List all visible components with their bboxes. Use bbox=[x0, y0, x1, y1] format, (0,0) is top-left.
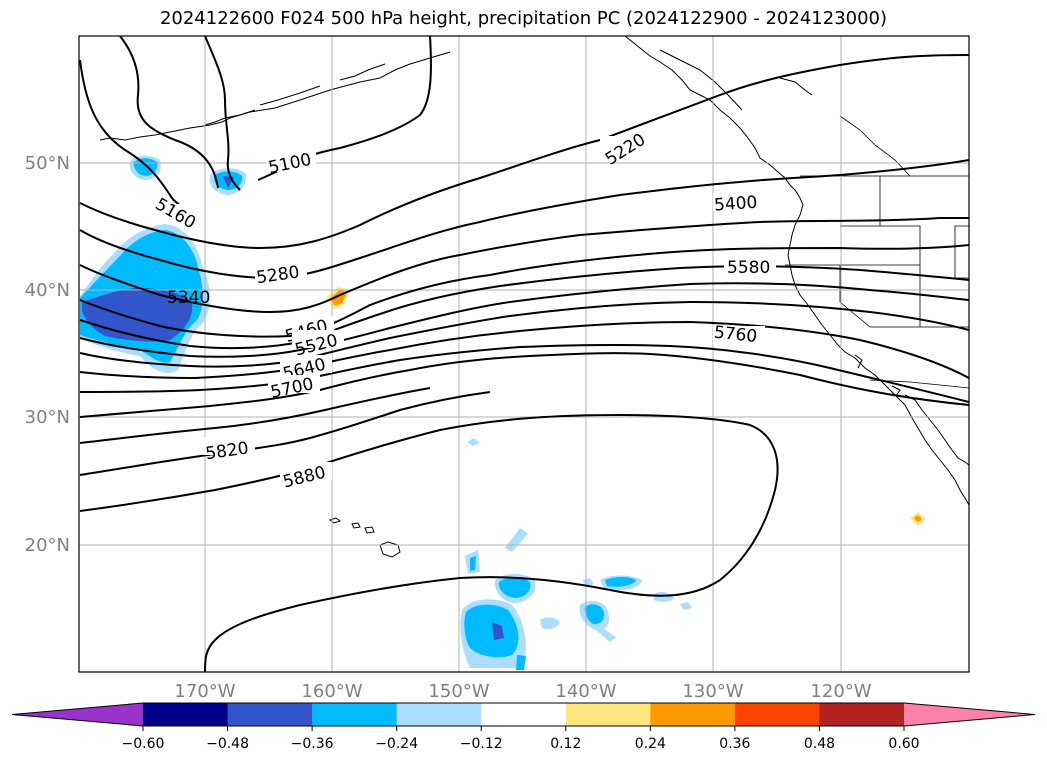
colorbar-bin bbox=[819, 703, 905, 726]
colorbar-extend-low bbox=[12, 703, 143, 726]
lon-label-160w: 160°W bbox=[301, 681, 362, 702]
coastlines bbox=[99, 36, 969, 558]
colorbar-tick-label: 0.12 bbox=[550, 736, 581, 752]
colorbar-bin bbox=[481, 703, 567, 726]
lon-label-140w: 140°W bbox=[555, 681, 616, 702]
colorbar-tick-label: 0.36 bbox=[719, 736, 750, 752]
colorbar-tick-label: 0.24 bbox=[635, 736, 666, 752]
colorbar-tick-label: −0.24 bbox=[375, 736, 418, 752]
colorbar-tick-label: 0.48 bbox=[804, 736, 835, 752]
colorbar-tick-label: −0.60 bbox=[122, 736, 165, 752]
colorbar-extend-high bbox=[904, 703, 1035, 726]
lat-label-20n: 20°N bbox=[25, 535, 70, 556]
lon-label-170w: 170°W bbox=[174, 681, 235, 702]
contour-label-5580: 5580 bbox=[727, 258, 770, 278]
colorbar-bin bbox=[734, 703, 820, 726]
longitude-labels: 170°W 160°W 150°W 140°W 130°W 120°W bbox=[174, 681, 871, 702]
colorbar-bin bbox=[312, 703, 398, 726]
contour-labels: 5100 5160 5220 5280 5340 5400 5460 5520 … bbox=[152, 130, 776, 492]
colorbar-tick-label: 0.60 bbox=[888, 736, 919, 752]
contour-label-5340: 5340 bbox=[167, 288, 210, 308]
lon-label-120w: 120°W bbox=[810, 681, 871, 702]
colorbar: −0.60 −0.48 −0.36 −0.24 −0.12 0.12 0.24 0.36 0.4… bbox=[11, 702, 1036, 752]
lat-label-40n: 40°N bbox=[25, 280, 70, 301]
contour-label-5760: 5760 bbox=[713, 323, 758, 347]
colorbar-bin bbox=[396, 703, 482, 726]
colorbar-bin bbox=[650, 703, 736, 726]
colorbar-bin bbox=[565, 703, 651, 726]
colorbar-bin bbox=[227, 703, 313, 726]
lat-label-50n: 50°N bbox=[25, 153, 70, 174]
contour-label-5400: 5400 bbox=[714, 193, 759, 216]
colorbar-tick-label: −0.12 bbox=[460, 736, 503, 752]
colorbar-tick-label: −0.36 bbox=[291, 736, 334, 752]
lon-label-150w: 150°W bbox=[428, 681, 489, 702]
map-frame bbox=[78, 35, 970, 673]
lat-label-30n: 30°N bbox=[25, 407, 70, 428]
map-title: 2024122600 F024 500 hPa height, precipit… bbox=[159, 8, 888, 29]
lon-label-130w: 130°W bbox=[682, 681, 743, 702]
colorbar-bin bbox=[143, 703, 229, 726]
colorbar-tick-label: −0.48 bbox=[206, 736, 249, 752]
latitude-labels: 50°N 40°N 30°N 20°N bbox=[25, 153, 70, 556]
